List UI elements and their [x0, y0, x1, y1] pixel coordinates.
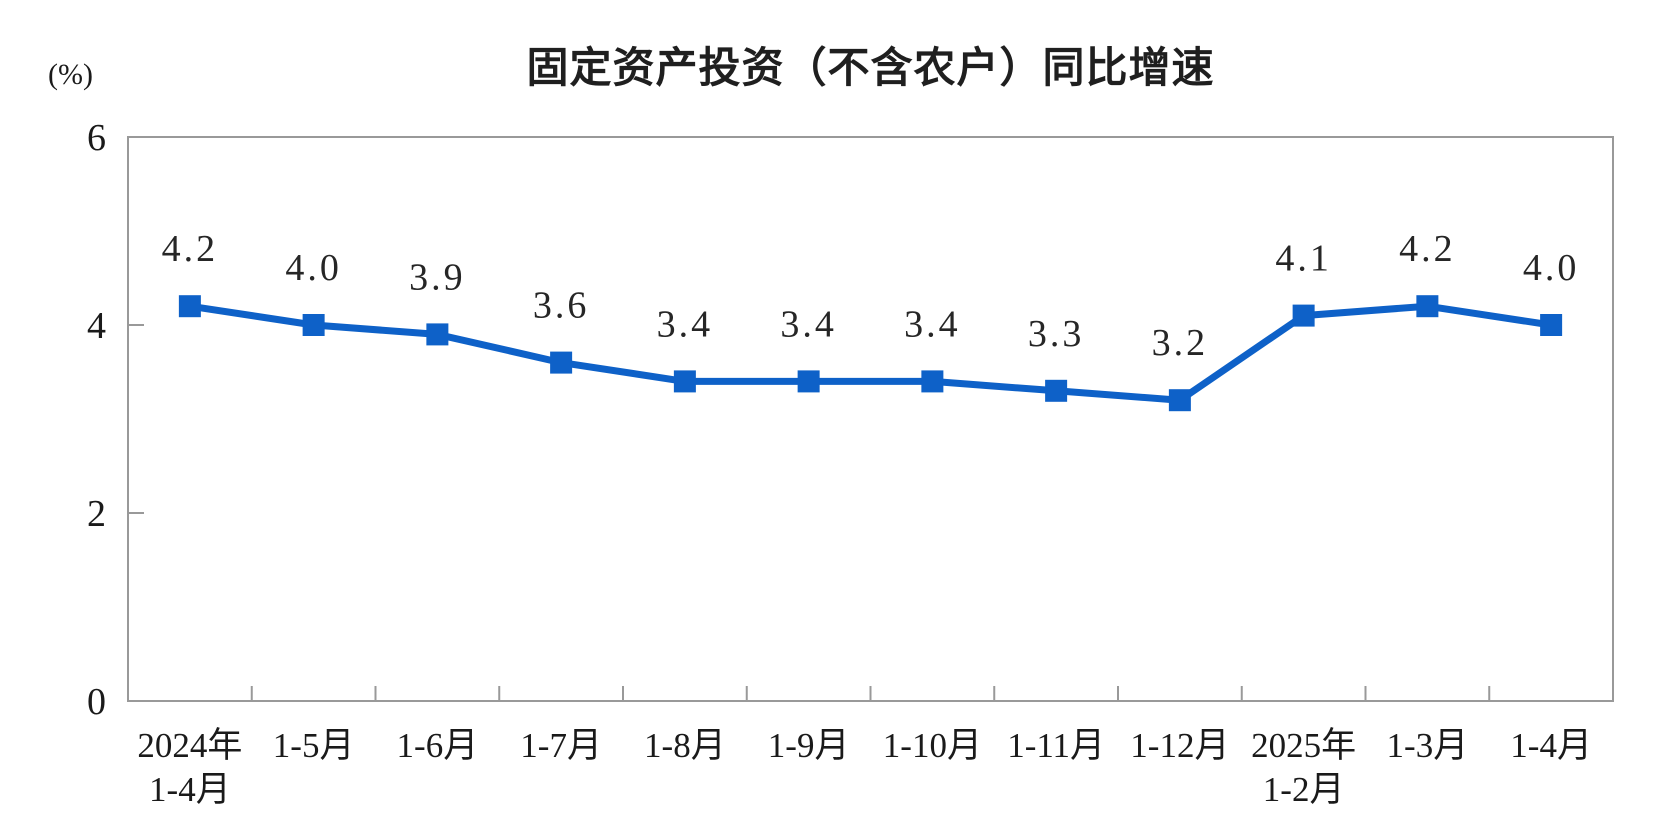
x-category-label: 2024年: [137, 726, 242, 765]
y-tick-label: 2: [87, 493, 106, 535]
x-category-label: 1-10月: [883, 726, 982, 765]
x-category-label: 1-11月: [1007, 726, 1105, 765]
y-axis-unit-label: (%): [48, 58, 93, 91]
x-category-label: 1-9月: [768, 726, 850, 765]
x-category-label: 1-3月: [1387, 726, 1469, 765]
data-point-label: 3.4: [904, 303, 961, 345]
data-point-label: 4.0: [1523, 247, 1580, 289]
data-point-marker: [1540, 314, 1563, 336]
data-point-label: 3.4: [780, 303, 837, 345]
data-point-label: 3.9: [409, 256, 466, 298]
data-point-label: 3.4: [657, 303, 714, 345]
x-category-label: 2025年: [1251, 726, 1356, 765]
data-point-marker: [426, 323, 449, 346]
data-point-marker: [797, 370, 820, 393]
data-point-label: 4.0: [285, 247, 342, 289]
data-point-marker: [1416, 295, 1439, 318]
data-point-marker: [1292, 304, 1315, 327]
x-category-label: 1-4月: [1510, 726, 1592, 765]
data-point-marker: [302, 314, 325, 336]
chart-title: 固定资产投资（不含农户）同比增速: [526, 44, 1215, 91]
x-category-label: 1-7月: [520, 726, 602, 765]
x-category-label: 1-8月: [644, 726, 726, 765]
data-point-marker: [673, 370, 696, 393]
data-point-label: 4.1: [1275, 238, 1332, 280]
plot-border: [127, 136, 1614, 702]
x-category-label: 1-4月: [149, 770, 231, 809]
data-point-label: 3.3: [1028, 313, 1085, 355]
data-point-label: 3.6: [533, 285, 590, 327]
y-tick-label: 6: [87, 117, 106, 159]
x-category-label: 1-6月: [397, 726, 479, 765]
data-point-marker: [1045, 379, 1068, 402]
x-category-label: 1-12月: [1130, 726, 1229, 765]
data-point-marker: [1168, 389, 1191, 412]
data-point-marker: [921, 370, 944, 393]
data-point-label: 4.2: [162, 228, 219, 270]
series-line: [189, 302, 1552, 404]
data-point-label: 3.2: [1152, 322, 1209, 364]
data-point-marker: [178, 295, 201, 318]
y-tick-label: 4: [87, 305, 106, 347]
y-tick-label: 0: [87, 681, 106, 723]
data-point-marker: [550, 351, 573, 374]
x-category-label: 1-2月: [1263, 770, 1345, 809]
data-point-label: 4.2: [1399, 228, 1456, 270]
x-category-label: 1-5月: [273, 726, 355, 765]
